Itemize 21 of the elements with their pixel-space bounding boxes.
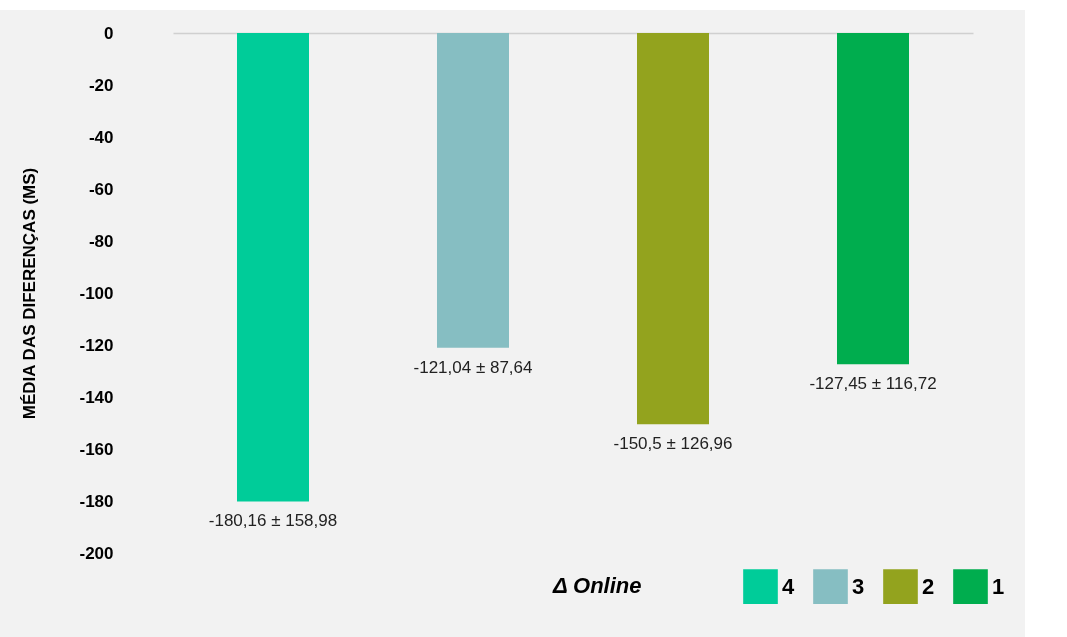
y-tick-label: -100 (79, 283, 114, 303)
y-tick-label: -180 (79, 491, 114, 511)
y-tick-label: -40 (88, 127, 114, 147)
y-tick-label: -20 (88, 75, 114, 95)
y-tick-label: -200 (79, 543, 114, 563)
legend-label: 1 (992, 573, 1005, 599)
legend-label: 4 (782, 573, 795, 599)
y-tick-label: -140 (79, 387, 114, 407)
legend-label: 2 (922, 573, 935, 599)
data-label: -127,45 ± 116,72 (809, 374, 937, 394)
data-label: -121,04 ± 87,64 (413, 357, 533, 377)
y-tick-label: 0 (104, 23, 114, 43)
legend-title: Δ Online (552, 573, 642, 598)
data-label: -180,16 ± 158,98 (208, 511, 338, 531)
y-tick-label: -160 (79, 439, 114, 459)
y-tick-label: -120 (79, 335, 114, 355)
y-tick-label: -80 (88, 231, 114, 251)
legend-label: 3 (852, 573, 865, 599)
y-axis-title: MÉDIA DAS DIFERENÇAS (MS) (20, 167, 40, 420)
data-label: -150,5 ± 126,96 (613, 434, 733, 454)
y-tick-label: -60 (88, 179, 114, 199)
